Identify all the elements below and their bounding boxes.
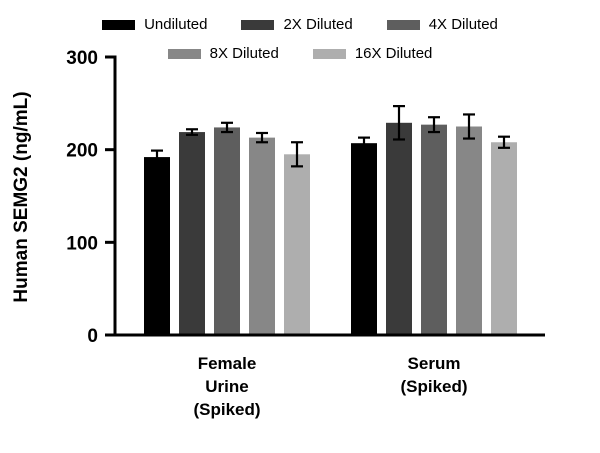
error-bar (393, 105, 405, 141)
y-tick-label: 200 (66, 141, 98, 162)
x-category-label: Female (198, 354, 257, 373)
x-category-label: (Spiked) (400, 377, 467, 396)
legend-item-4x-diluted: 4X Diluted (386, 16, 498, 33)
legend-item-2x-diluted: 2X Diluted (241, 16, 353, 33)
legend-label: 8X Diluted (209, 45, 279, 62)
y-tick-label: 300 (66, 48, 98, 69)
bar (456, 126, 482, 335)
error-bar (358, 136, 370, 150)
y-tick-label: 100 (66, 233, 98, 254)
legend-label: 16X Diluted (354, 45, 433, 62)
bar (421, 124, 447, 335)
legend-swatch (241, 19, 275, 30)
y-tick-label: 0 (87, 326, 98, 347)
error-bar (256, 131, 268, 144)
error-bar (186, 128, 198, 136)
bar (491, 142, 517, 335)
legend-label: 2X Diluted (283, 16, 353, 33)
legend-swatch (167, 48, 201, 59)
legend-row-1: Undiluted 2X Diluted 4X Diluted (102, 16, 498, 33)
legend-item-undiluted: Undiluted (102, 16, 207, 33)
error-bar (291, 141, 303, 168)
bar (144, 157, 170, 335)
legend-swatch (386, 19, 420, 30)
legend-label: Undiluted (144, 16, 208, 33)
legend-label: 4X Diluted (428, 16, 498, 33)
error-bar (463, 113, 475, 140)
bar (386, 122, 412, 335)
error-bar (151, 149, 163, 165)
legend: Undiluted 2X Diluted 4X Diluted 8X Diluted… (0, 16, 600, 62)
legend-swatch (102, 19, 136, 30)
x-category-label: Serum (408, 354, 461, 373)
bar (249, 137, 275, 335)
legend-item-8x-diluted: 8X Diluted (167, 45, 279, 62)
legend-item-16x-diluted: 16X Diluted (312, 45, 433, 62)
legend-swatch (312, 48, 346, 59)
legend-row-2: 8X Diluted 16X Diluted (167, 45, 433, 62)
bar (284, 154, 310, 335)
x-category-label: Urine (205, 377, 248, 396)
x-category-label: (Spiked) (193, 400, 260, 419)
bar (214, 127, 240, 335)
error-bar (498, 135, 510, 149)
error-bar (428, 116, 440, 134)
bar (179, 132, 205, 335)
error-bar (221, 121, 233, 134)
bar (351, 143, 377, 335)
